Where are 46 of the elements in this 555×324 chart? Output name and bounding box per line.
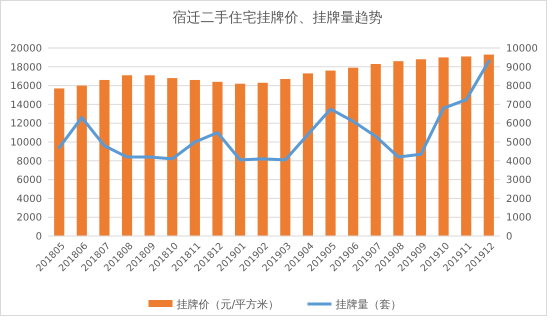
y-tick-label: 20000 <box>10 44 42 54</box>
bar <box>484 54 494 236</box>
bar <box>54 88 64 236</box>
y2-tick-label: 3000 <box>506 175 532 186</box>
y2-tick-label: 7000 <box>506 100 532 111</box>
line-series <box>58 60 490 162</box>
bar <box>258 82 268 236</box>
y2-tick-label: 2000 <box>506 194 532 205</box>
bar <box>416 59 426 236</box>
y2-tick-label: 4000 <box>506 156 532 168</box>
bar <box>212 82 223 236</box>
y-tick-label: 18000 <box>10 62 42 74</box>
y2-tick-label: 5000 <box>506 138 532 148</box>
bar <box>280 79 290 236</box>
bar <box>234 84 246 236</box>
y-tick-label: 14000 <box>10 100 42 111</box>
bar <box>438 57 449 236</box>
y-tick-label: 8000 <box>16 156 42 168</box>
y-tick-label: 10000 <box>10 138 42 148</box>
y2-tick-label: 1000 <box>506 212 532 224</box>
y-tick-label: 12000 <box>10 118 42 130</box>
y2-tick-label: 9000 <box>506 62 532 74</box>
y-tick-label: 0 <box>36 232 42 242</box>
bar <box>122 75 132 236</box>
bar <box>302 73 314 236</box>
bar <box>325 70 336 236</box>
bar <box>393 61 404 236</box>
y-tick-label: 2000 <box>16 212 42 224</box>
bar <box>144 75 155 236</box>
bar <box>99 80 110 236</box>
bar <box>461 56 472 236</box>
bar <box>190 80 200 236</box>
y-tick-label: 4000 <box>16 194 42 205</box>
chart-title: 宿迁二手住宅挂牌价、挂牌量趋势 <box>172 10 382 26</box>
y-tick-label: 6000 <box>16 175 42 186</box>
bar <box>167 78 178 236</box>
y2-tick-label: 6000 <box>506 118 532 130</box>
legend-label: 挂牌量（套） <box>336 298 402 311</box>
legend-label: 挂牌价（元/平方米） <box>176 298 280 311</box>
y2-tick-label: 10000 <box>506 44 538 54</box>
y-tick-label: 16000 <box>10 81 42 92</box>
bar <box>370 64 381 236</box>
bar <box>348 68 358 236</box>
bar <box>76 86 87 236</box>
y2-tick-label: 0 <box>506 232 512 242</box>
y2-tick-label: 8000 <box>506 81 532 92</box>
